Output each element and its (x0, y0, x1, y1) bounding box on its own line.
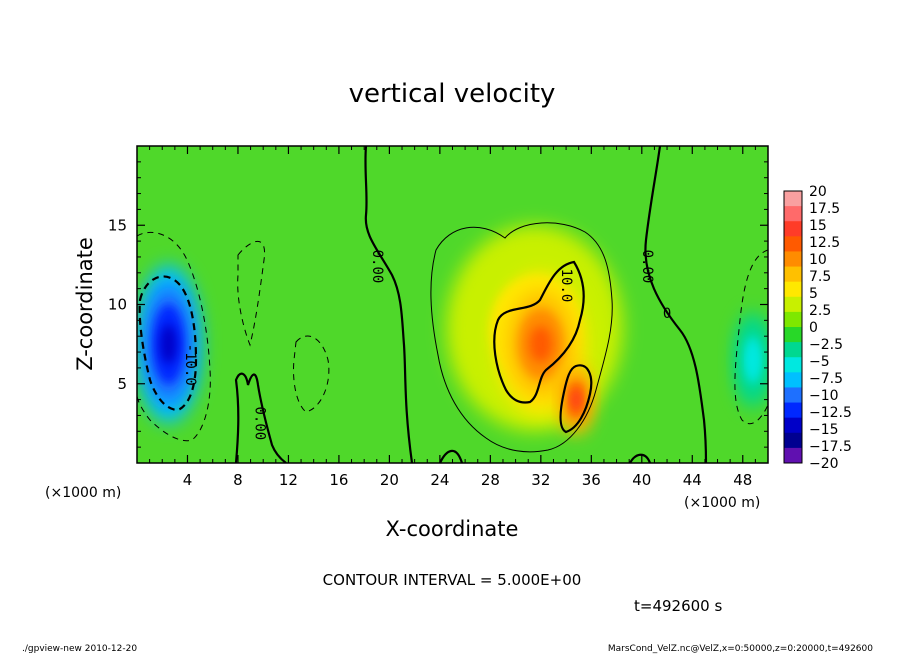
colorbar-label-14: −15 (809, 422, 839, 438)
blob-downdraft-right (735, 312, 768, 408)
contour-label-3: -10.0 (182, 344, 198, 386)
colorbar-segment-6 (784, 281, 802, 298)
colorbar-segment-7 (784, 296, 802, 313)
x-axis-label: X-coordinate (386, 517, 519, 541)
blob-downdraft-left (137, 264, 202, 424)
colorbar-segment-14 (784, 402, 802, 419)
colorbar-segment-5 (784, 266, 802, 283)
contour-minus-ten-left (138, 275, 198, 412)
colorbar-segment-4 (784, 251, 802, 268)
x-ticks: 4 8 12 16 20 24 28 32 36 40 44 48 (149, 146, 756, 489)
y-tick-label-2: 15 (108, 216, 127, 234)
colorbar-label-11: −7.5 (809, 371, 843, 387)
x-tick-label-5: 24 (430, 471, 449, 489)
colorbar: 2017.51512.5107.552.50−2.5−5−7.5−10−12.5… (783, 184, 852, 472)
x-tick-label-4: 20 (380, 471, 399, 489)
contour-minus-five-left (137, 232, 211, 442)
colorbar-segment-12 (784, 372, 802, 388)
colorbar-label-12: −10 (809, 388, 839, 404)
colorbar-label-4: 10 (809, 252, 827, 268)
contour-ten-lower (559, 364, 593, 434)
contour-zero-right (644, 146, 708, 463)
colorbar-segment-0 (784, 191, 802, 207)
colorbar-segment-15 (784, 417, 802, 434)
colorbar-label-6: 5 (809, 286, 818, 302)
contour-lines (137, 146, 768, 463)
x-tick-label-8: 36 (582, 471, 601, 489)
colorbar-segment-10 (784, 342, 802, 358)
x-tick-label-11: 48 (733, 471, 752, 489)
colorbar-label-9: −2.5 (809, 337, 843, 353)
y-axis-label: Z-coordinate (73, 237, 97, 371)
x-tick-label-3: 16 (329, 471, 348, 489)
y-unit-label: (×1000 m) (45, 485, 121, 501)
colorbar-segment-1 (784, 206, 802, 222)
colorbar-label-16: −20 (809, 456, 839, 472)
contour-interval: CONTOUR INTERVAL = 5.000E+00 (323, 571, 582, 589)
blob-downdraft-left-level-3 (160, 324, 177, 364)
colorbar-label-8: 0 (809, 320, 818, 336)
colorbar-segment-16 (784, 432, 802, 449)
x-tick-label-9: 40 (632, 471, 651, 489)
blob-updraft-lower (559, 364, 593, 435)
contour-minus-five-small-a (237, 240, 266, 347)
x-tick-label-7: 32 (531, 471, 550, 489)
chart-title: vertical velocity (349, 79, 556, 109)
colorbar-label-15: −17.5 (809, 439, 852, 455)
x-unit-label: (×1000 m) (684, 495, 760, 511)
contour-five-updraft (430, 222, 613, 453)
blob-updraft-lower-level-3 (572, 390, 581, 409)
colorbar-segment-8 (784, 311, 802, 328)
contour-zero-center (364, 146, 414, 463)
colorbar-label-5: 7.5 (809, 269, 831, 285)
x-tick-label-2: 12 (279, 471, 298, 489)
colorbar-frame (783, 190, 803, 464)
x-tick-label-1: 8 (233, 471, 243, 489)
x-tick-label-6: 28 (481, 471, 500, 489)
colorbar-segment-11 (784, 357, 802, 373)
colorbar-segment-9 (784, 327, 802, 343)
contour-minus-five-right (734, 249, 768, 425)
blob-updraft-core-level-3 (529, 326, 553, 362)
colorbar-label-0: 20 (809, 184, 827, 200)
contour-zero-ground-mid (439, 449, 464, 463)
y-tick-label-1: 10 (108, 296, 127, 314)
colorbar-label-1: 17.5 (809, 201, 840, 217)
contour-label-5: 0 (663, 306, 671, 322)
colorbar-label-10: −5 (809, 354, 830, 370)
contour-label-2: 10.0 (558, 269, 574, 303)
contour-label-0: 0.00 (369, 250, 385, 284)
y-ticks: 5 10 15 (108, 161, 768, 448)
x-tick-label-10: 44 (683, 471, 702, 489)
colorbar-label-13: −12.5 (809, 405, 852, 421)
contour-minus-five-small-b (293, 335, 330, 413)
time-label: t=492600 s (634, 597, 722, 615)
contour-zero-ground-right (629, 453, 652, 463)
field-blobs (137, 225, 768, 435)
blob-downdraft-right-level-3 (748, 348, 758, 372)
colorbar-segment-2 (784, 221, 802, 237)
y-tick-label-0: 5 (117, 375, 127, 393)
contour-label-4: 0.00 (251, 407, 267, 441)
contour-label-1: 0.00 (639, 250, 655, 284)
contour-ten-core (493, 260, 585, 404)
x-tick-label-0: 4 (183, 471, 193, 489)
colorbar-label-7: 2.5 (809, 303, 831, 319)
footer-left: ./gpview-new 2010-12-20 (22, 644, 137, 654)
colorbar-label-3: 12.5 (809, 235, 840, 251)
colorbar-label-2: 15 (809, 218, 827, 234)
colorbar-segment-3 (784, 236, 802, 252)
footer-right: MarsCond_VelZ.nc@VelZ,x=0:50000,z=0:2000… (608, 644, 873, 654)
colorbar-segment-13 (784, 387, 802, 404)
colorbar-segment-17 (784, 447, 802, 464)
contour-zero-ground-left (234, 372, 287, 463)
contour-labels: 0.00 0.00 10.0 -10.0 0.00 0 (182, 250, 671, 441)
